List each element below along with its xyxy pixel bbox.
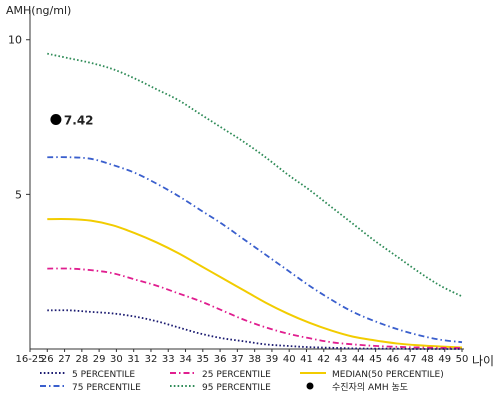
x-tick-label: 38 xyxy=(248,354,261,365)
x-tick-label: 31 xyxy=(127,354,140,365)
x-tick-label: 35 xyxy=(196,354,209,365)
patient-amh-marker xyxy=(50,114,62,126)
y-tick-label: 10 xyxy=(8,34,22,47)
legend-label: 수진자의 AMH 농도 xyxy=(332,382,408,393)
legend-swatch xyxy=(306,382,314,390)
series-line-median-50-percentile- xyxy=(47,217,463,349)
x-axis-label: 나이 xyxy=(472,354,494,368)
legend-label: 75 PERCENTILE xyxy=(72,383,141,393)
x-tick-label: 34 xyxy=(179,354,192,365)
series-line-75-percentile xyxy=(47,156,463,344)
legend-label: 95 PERCENTILE xyxy=(202,383,271,393)
x-tick-label: 36 xyxy=(214,354,227,365)
x-tick-label: 39 xyxy=(266,354,279,365)
x-tick-label: 43 xyxy=(335,354,348,365)
x-tick-label: 45 xyxy=(369,354,382,365)
x-tick-label: 28 xyxy=(75,354,88,365)
x-tick-label: 48 xyxy=(421,354,434,365)
x-tick-label: 47 xyxy=(404,354,417,365)
x-tick-label: 49 xyxy=(438,354,451,365)
x-tick-label: 29 xyxy=(93,354,106,365)
x-tick-label: 50 xyxy=(456,354,469,365)
x-tick-label: 40 xyxy=(283,354,296,365)
x-tick-label: 46 xyxy=(387,354,400,365)
legend-label: 5 PERCENTILE xyxy=(72,370,135,380)
legend-label: 25 PERCENTILE xyxy=(202,370,271,380)
x-tick-label: 42 xyxy=(317,354,330,365)
series-line-25-percentile xyxy=(47,267,463,349)
x-tick-label: 33 xyxy=(162,354,175,365)
y-tick-label: 5 xyxy=(15,188,22,201)
x-tick-label: 44 xyxy=(352,354,365,365)
legend-label: MEDIAN(50 PERCENTILE) xyxy=(332,370,444,380)
x-tick-label: 27 xyxy=(58,354,71,365)
y-axis-label: AMH(ng/ml) xyxy=(6,4,71,17)
x-tick-label: 26 xyxy=(41,354,54,365)
series-line-5-percentile xyxy=(47,309,462,350)
series-line-95-percentile xyxy=(47,52,463,298)
x-tick-label: 16-25 xyxy=(15,354,44,365)
x-tick-label: 30 xyxy=(110,354,123,365)
x-tick-label: 41 xyxy=(300,354,313,365)
x-tick-label: 32 xyxy=(145,354,158,365)
patient-amh-label: 7.42 xyxy=(64,114,94,128)
x-tick-label: 37 xyxy=(231,354,244,365)
